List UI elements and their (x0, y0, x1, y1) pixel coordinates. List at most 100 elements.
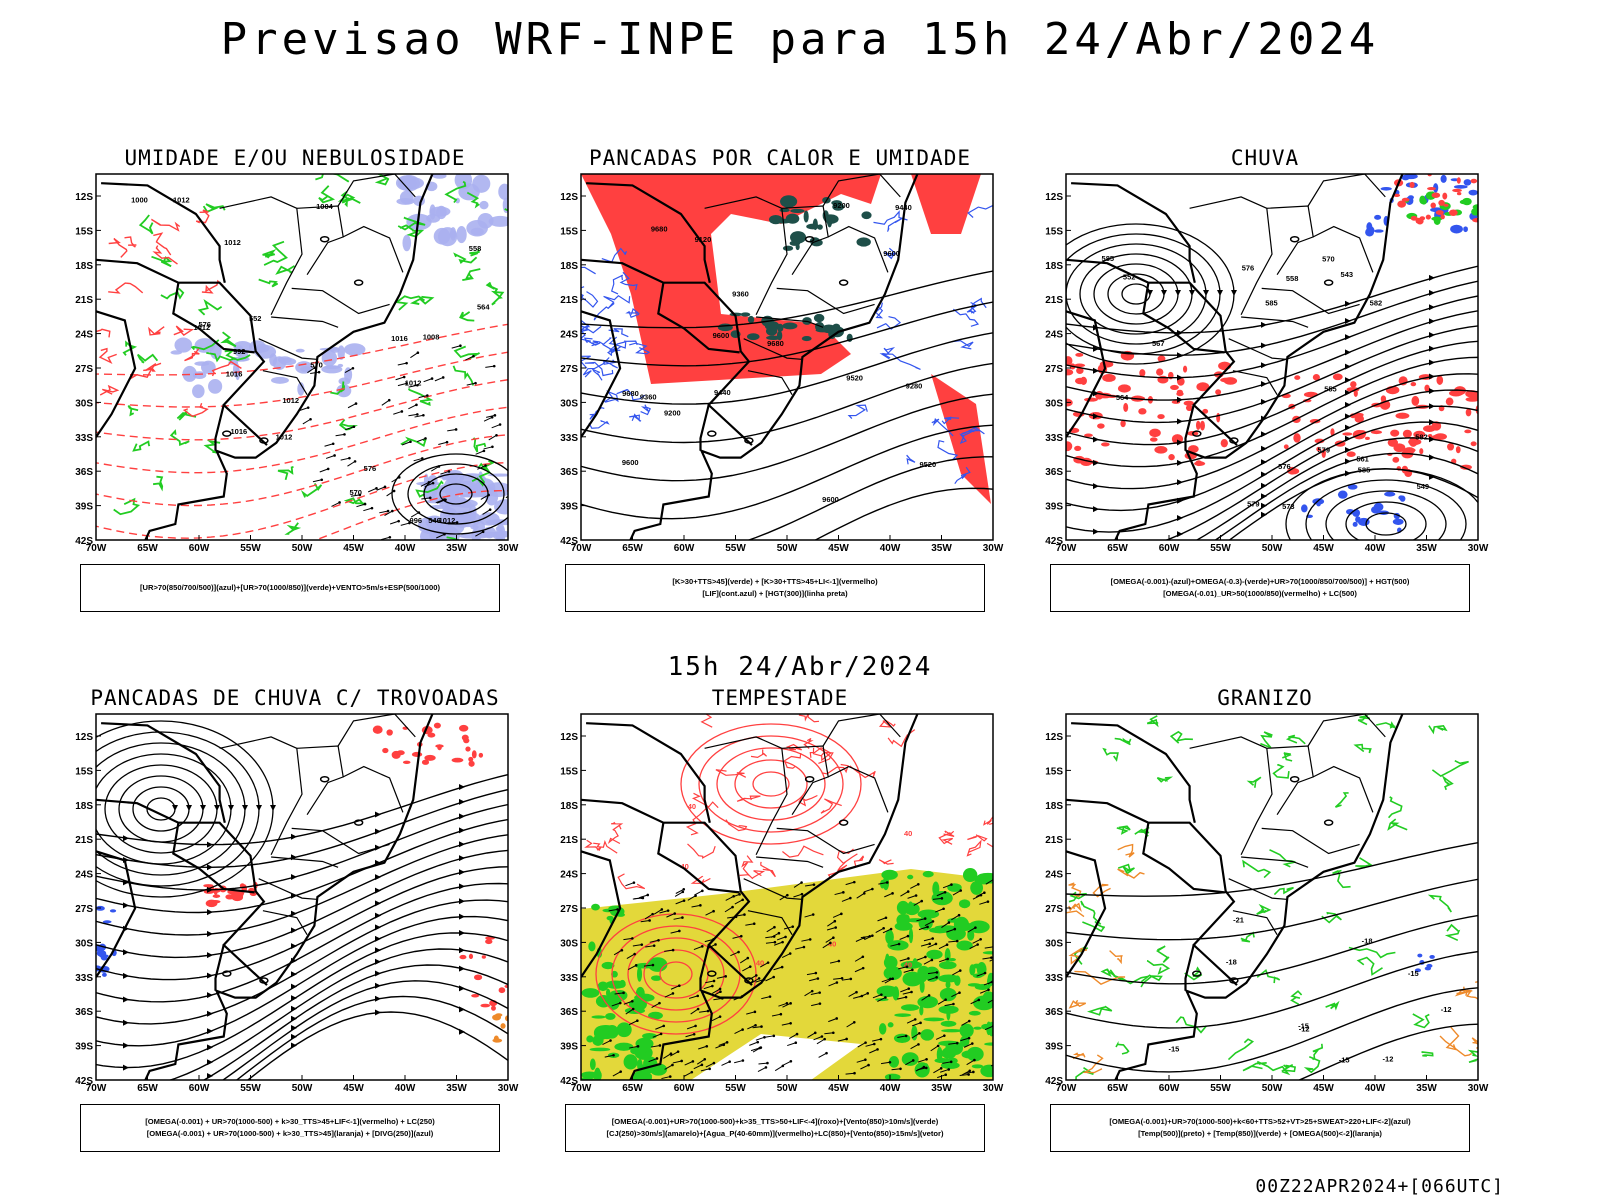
wind-vector (781, 1022, 791, 1026)
wind-vector-head (911, 968, 914, 972)
contour-line (127, 404, 139, 417)
wind-vector (447, 428, 457, 432)
x-tick-label: 60W (1159, 1083, 1180, 1094)
wind-vector (748, 974, 757, 981)
wind-vector-head (973, 1058, 976, 1062)
legend-box: [OMEGA(-0.001)+UR>70(1000-500)+k<60+TTS>… (1050, 1104, 1470, 1152)
wind-vector (758, 1062, 768, 1065)
flow-arrow (1261, 502, 1267, 509)
panel-title: GRANIZO (1217, 686, 1313, 710)
flow-arrow (228, 805, 234, 811)
wind-vector-head (671, 992, 675, 995)
wind-vector-head (492, 364, 496, 368)
map-content: 1012101210121012101210121012101610161016… (96, 174, 508, 540)
legend-line: [OMEGA(-0.01)_UR>50(1000/850)(vermelho) … (1163, 589, 1357, 598)
flow-arrow (207, 864, 213, 871)
streamline (96, 406, 508, 474)
wind-vector-head (631, 937, 634, 940)
shaded-area (451, 757, 464, 763)
circulation-contour (1093, 263, 1179, 325)
state-border (743, 338, 802, 360)
y-tick-label: 21S (560, 835, 578, 846)
wind-vector-head (868, 935, 872, 938)
contour-label: 1016 (226, 370, 243, 379)
lake (744, 437, 754, 444)
wind-vector (793, 893, 803, 898)
wind-vector-head (926, 925, 929, 929)
shaded-area (939, 987, 957, 1002)
wind-vector (846, 1021, 855, 1028)
wind-vector-head (919, 1021, 922, 1025)
state-border (271, 856, 339, 868)
wind-vector-head (409, 440, 412, 444)
state-border (219, 736, 303, 855)
x-tick-label: 45W (343, 1083, 364, 1094)
wind-vector-head (811, 913, 815, 916)
panel-chuva: CHUVA 585 585 585 582 579 576 573 570 567 564 561 5… (1030, 146, 1490, 646)
shaded-area (1316, 502, 1321, 507)
flow-arrow (1231, 290, 1237, 296)
shaded-area (491, 1005, 496, 1011)
wind-vector-head (737, 950, 740, 954)
flow-arrow (1093, 459, 1099, 466)
x-tick-label: 70W (571, 1083, 592, 1094)
shaded-area (212, 894, 221, 898)
country-border (657, 282, 740, 354)
wind-vector-head (490, 416, 494, 419)
flow-arrow (1429, 345, 1435, 352)
contour-line (849, 765, 876, 779)
wind-vector (826, 927, 836, 931)
wind-vector (913, 900, 922, 906)
contour-line (96, 328, 111, 338)
state-border (756, 856, 824, 868)
shaded-area (956, 940, 973, 951)
shaded-area (396, 750, 405, 756)
shaded-area (901, 1004, 920, 1011)
shaded-area (1395, 412, 1410, 419)
country-border (101, 182, 226, 283)
country-border (1184, 404, 1195, 451)
contour-line (176, 410, 197, 421)
wind-vector (721, 1061, 730, 1066)
contour-line (1080, 900, 1102, 925)
wind-vector (698, 1045, 707, 1050)
shaded-area (1472, 217, 1478, 223)
wind-vector (864, 935, 873, 941)
shaded-area (495, 1013, 503, 1017)
wind-vector (881, 978, 891, 983)
y-tick-label: 12S (75, 732, 93, 743)
shaded-area (1183, 400, 1194, 406)
shaded-area (1294, 375, 1301, 380)
contour-line (941, 416, 960, 425)
wind-vector-head (849, 977, 853, 981)
contour-label: 9200 (664, 408, 681, 417)
wind-vector (414, 414, 424, 418)
wind-vector-head (703, 1057, 707, 1061)
wind-vector (693, 1064, 703, 1070)
shaded-area (1120, 420, 1126, 428)
state-border (1266, 205, 1314, 276)
contour-line (1273, 886, 1294, 896)
wind-vector (612, 1071, 621, 1077)
wind-vector-head (949, 1060, 953, 1064)
y-tick-label: 27S (1045, 904, 1063, 915)
wind-vector (807, 1032, 816, 1038)
shaded-area (1431, 421, 1442, 431)
flow-arrow (1429, 289, 1435, 296)
state-border (1307, 714, 1386, 747)
wind-vector (625, 882, 635, 887)
contour-line (485, 281, 499, 294)
x-tick-label: 50W (1262, 1083, 1283, 1094)
contour-line (884, 247, 897, 260)
shaded-area (1196, 382, 1210, 392)
contour-line (616, 388, 645, 401)
streamline (581, 362, 993, 444)
y-tick-label: 36S (1045, 467, 1063, 478)
contour-line (1412, 1013, 1430, 1029)
flow-arrow (1345, 363, 1351, 370)
wind-vector (897, 996, 907, 1000)
contour-line (1281, 1063, 1297, 1073)
contour-line (315, 174, 350, 183)
wind-vector-head (739, 934, 743, 938)
